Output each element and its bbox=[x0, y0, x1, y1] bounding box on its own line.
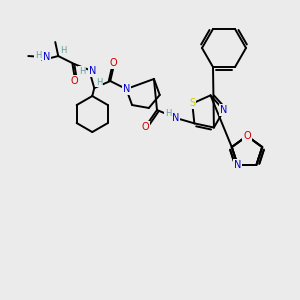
Text: H: H bbox=[79, 67, 85, 76]
Text: N: N bbox=[43, 52, 50, 62]
Text: O: O bbox=[110, 58, 117, 68]
Text: N: N bbox=[172, 113, 180, 123]
Text: H: H bbox=[165, 110, 171, 118]
Text: O: O bbox=[243, 131, 251, 141]
Text: N: N bbox=[88, 66, 96, 76]
Text: O: O bbox=[141, 122, 149, 132]
Text: S: S bbox=[189, 98, 195, 109]
Text: N: N bbox=[234, 160, 241, 170]
Text: H: H bbox=[60, 46, 66, 55]
Text: H: H bbox=[35, 50, 41, 59]
Text: O: O bbox=[70, 76, 78, 86]
Text: N: N bbox=[220, 105, 228, 115]
Text: N: N bbox=[123, 84, 130, 94]
Text: H: H bbox=[96, 77, 102, 86]
